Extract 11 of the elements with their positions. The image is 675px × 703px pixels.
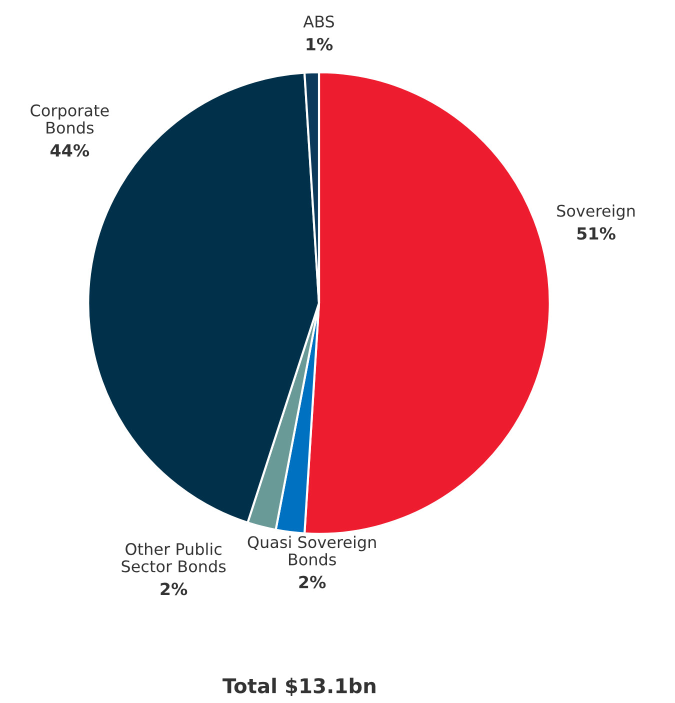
slice-label: Other Public Sector Bonds — [122, 542, 226, 572]
slice-label: ABS — [303, 15, 334, 28]
data-label: 51% — [577, 227, 616, 240]
data-label: 1% — [306, 38, 333, 50]
data-label: 2% — [160, 582, 188, 596]
slice-label: Corporate Bonds — [30, 104, 109, 134]
slice-label: Quasi Sovereign Bonds — [248, 536, 376, 566]
slice-label: Sovereign — [557, 204, 635, 220]
data-label: 2% — [299, 576, 326, 588]
data-label: 44% — [50, 144, 90, 157]
text: Total $13.1bn — [222, 678, 376, 696]
